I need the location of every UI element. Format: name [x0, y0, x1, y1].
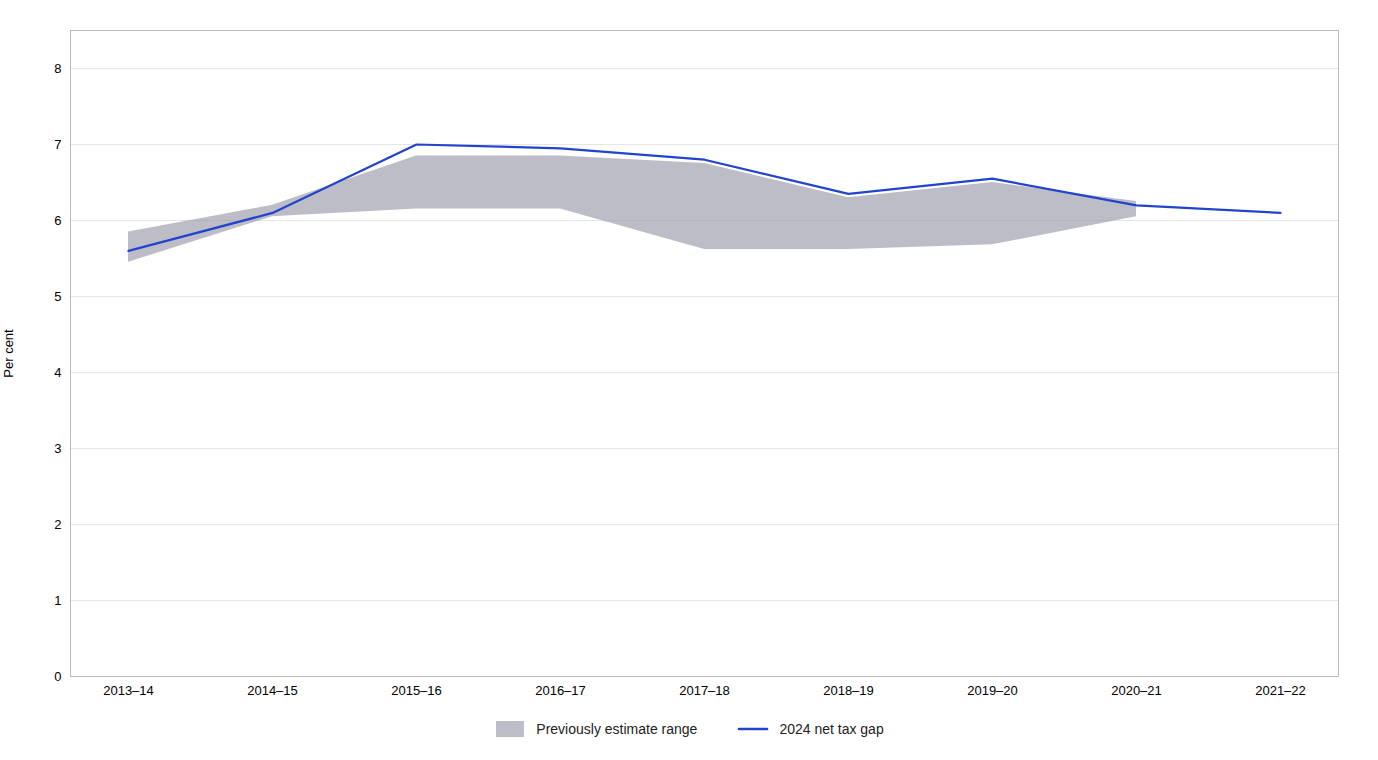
- svg-text:5: 5: [54, 289, 61, 304]
- svg-text:3: 3: [54, 441, 61, 456]
- svg-text:2014–15: 2014–15: [247, 683, 298, 698]
- svg-text:2013–14: 2013–14: [103, 683, 154, 698]
- svg-text:Per cent: Per cent: [1, 329, 16, 378]
- html-text:2024 net tax gap: 2024 net tax gap: [779, 721, 884, 737]
- svg-text:2: 2: [54, 517, 61, 532]
- svg-text:7: 7: [54, 137, 61, 152]
- svg-text:2019–20: 2019–20: [967, 683, 1018, 698]
- svg-text:2018–19: 2018–19: [823, 683, 874, 698]
- svg-text:8: 8: [54, 61, 61, 76]
- svg-text:2015–16: 2015–16: [391, 683, 442, 698]
- svg-text:4: 4: [54, 365, 61, 380]
- svg-text:2021–22: 2021–22: [1255, 683, 1306, 698]
- svg-text:2016–17: 2016–17: [535, 683, 586, 698]
- svg-text:6: 6: [54, 213, 61, 228]
- svg-text:2020–21: 2020–21: [1111, 683, 1162, 698]
- html-text:Previously estimate range: Previously estimate range: [536, 721, 698, 737]
- svg-text:2017–18: 2017–18: [679, 683, 730, 698]
- svg-text:1: 1: [54, 593, 61, 608]
- svg-text:0: 0: [54, 669, 61, 684]
